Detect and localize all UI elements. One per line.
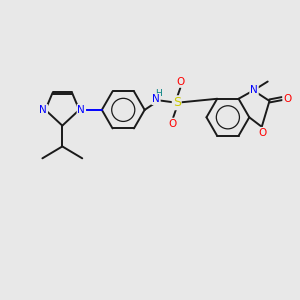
Text: N: N (152, 94, 160, 104)
Text: N: N (77, 105, 85, 115)
Text: O: O (283, 94, 291, 103)
Text: O: O (258, 128, 266, 138)
Text: S: S (173, 96, 181, 109)
Text: O: O (177, 77, 185, 87)
Text: H: H (155, 89, 162, 98)
Text: N: N (250, 85, 258, 95)
Text: N: N (39, 105, 47, 115)
Text: O: O (169, 118, 177, 128)
